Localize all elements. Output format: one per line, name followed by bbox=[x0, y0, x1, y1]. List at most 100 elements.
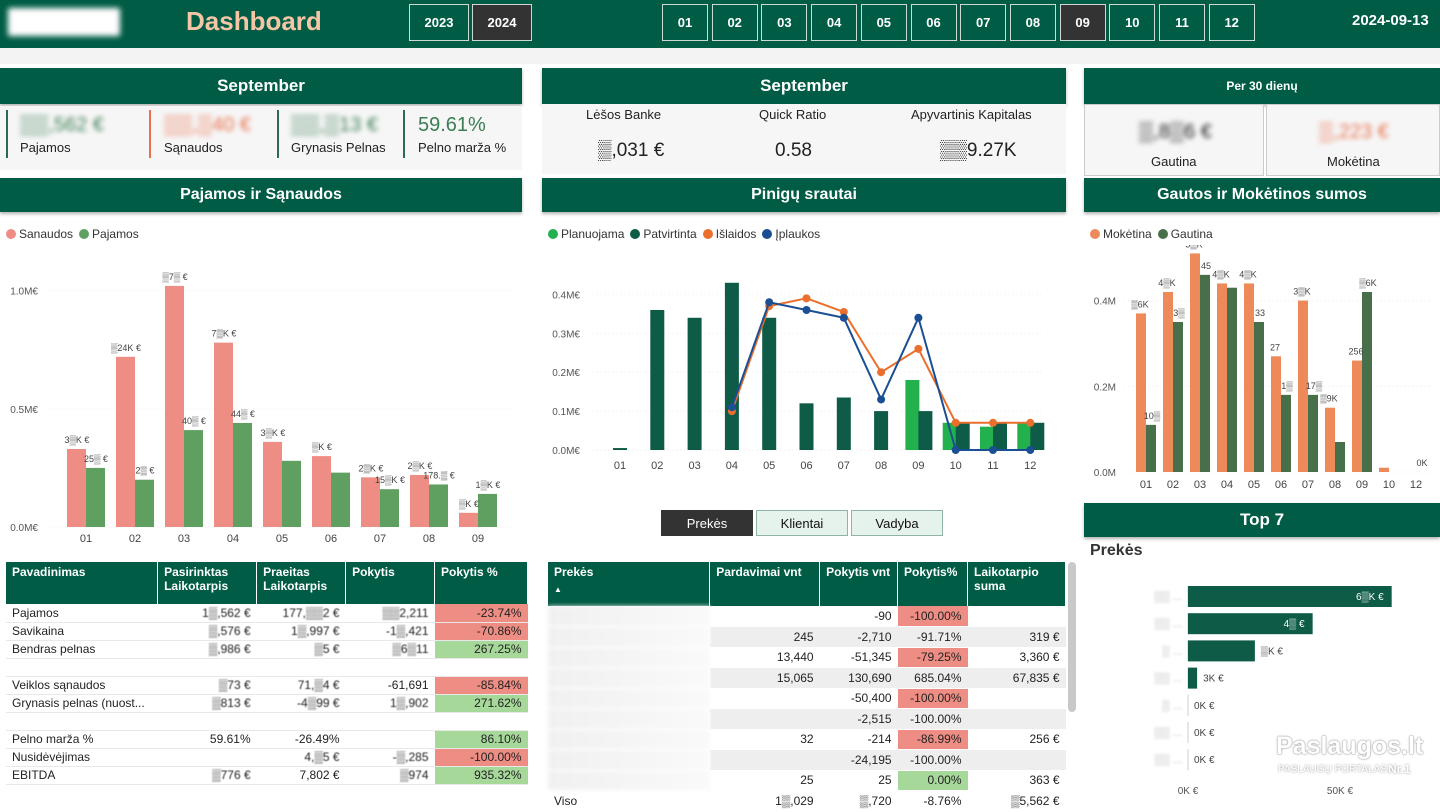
kpi-marza-label: Pelno marža % bbox=[418, 140, 507, 155]
table-total-row: Viso 1▒,029 ▒,720 -8.76% ▒5,562 € bbox=[548, 790, 1066, 812]
table-row[interactable]: 32 -214 -86.99% 256 € bbox=[548, 729, 1066, 750]
x-tick-label: 08 bbox=[1329, 479, 1341, 491]
table-cell: Savikaina bbox=[6, 622, 158, 641]
data-label: 256 bbox=[1348, 347, 1363, 357]
legend-dot-icon bbox=[6, 229, 16, 239]
x-tick-label: 04 bbox=[227, 533, 239, 545]
x-tick-label: 03 bbox=[688, 460, 700, 472]
bar-pajamos bbox=[478, 493, 497, 527]
column-header[interactable]: Prekės ▲ bbox=[548, 562, 711, 606]
table-cell: Bendras pelnas bbox=[6, 640, 158, 659]
point-iplaukos bbox=[914, 313, 923, 322]
bar-sanaudos bbox=[116, 356, 135, 527]
month-button-12[interactable]: 12 bbox=[1208, 4, 1255, 41]
table-scrollbar[interactable] bbox=[1068, 562, 1076, 712]
table-cell: -100.00% bbox=[434, 748, 528, 767]
column-header[interactable]: Pardavimai vnt bbox=[709, 562, 821, 606]
column-header[interactable]: Pasirinktas Laikotarpis bbox=[157, 562, 258, 604]
table-cell: -50,400 bbox=[819, 688, 898, 709]
bar-patvirtinta bbox=[687, 317, 702, 450]
data-label: 40▒ € bbox=[182, 416, 206, 427]
legend-item[interactable]: Mokėtina bbox=[1090, 227, 1152, 241]
legend-item[interactable]: Pajamos bbox=[79, 227, 139, 241]
bar-gautina bbox=[1173, 322, 1183, 472]
column-header[interactable]: Pokytis bbox=[345, 562, 435, 604]
bar-top7 bbox=[1188, 667, 1198, 689]
chart-pajamos-title: Pajamos ir Sąnaudos bbox=[0, 178, 522, 212]
column-header[interactable]: Pokytis% bbox=[897, 562, 969, 606]
month-button-08[interactable]: 08 bbox=[1009, 4, 1056, 41]
y-tick-label: 0.3M€ bbox=[552, 329, 580, 340]
top7-title: Top 7 bbox=[1084, 503, 1440, 537]
month-button-06[interactable]: 06 bbox=[910, 4, 957, 41]
month-button-11[interactable]: 11 bbox=[1159, 4, 1205, 41]
point-iplaukos bbox=[802, 306, 811, 314]
legend-item[interactable]: Įplaukos bbox=[762, 227, 820, 241]
legend-item[interactable]: Planuojama bbox=[548, 227, 624, 241]
year-button-2023[interactable]: 2023 bbox=[409, 4, 469, 41]
table-row[interactable]: -90 -100.00% bbox=[548, 606, 1066, 627]
table-cell: ▒73 € bbox=[157, 676, 257, 695]
table-row: Nusidėvėjimas 4,▒5 € -▒,285 -100.00% bbox=[6, 748, 528, 767]
panel2-title: September bbox=[542, 68, 1066, 104]
table-row[interactable]: -24,195 -100.00% bbox=[548, 749, 1066, 771]
bar-planuojama bbox=[905, 380, 920, 450]
legend-item[interactable]: Patvirtinta bbox=[630, 227, 697, 241]
y-tick-label: 0.5M€ bbox=[10, 405, 38, 416]
table-row: Grynasis pelnas (nuost... ▒813 € -4▒99 €1▒… bbox=[6, 694, 528, 713]
table-row[interactable]: -50,400 -100.00% bbox=[548, 688, 1066, 709]
bar-gautina bbox=[1200, 274, 1210, 472]
bar-pajamos bbox=[184, 430, 203, 527]
tab-prekės[interactable]: Prekės bbox=[661, 510, 753, 536]
month-button-07[interactable]: 07 bbox=[960, 4, 1007, 41]
y-tick-label: 0.1M€ bbox=[552, 407, 580, 418]
x-tick-label: 07 bbox=[1302, 479, 1314, 491]
kpi-gautina-value: ▒,8▒6 € bbox=[1139, 121, 1212, 143]
legend-item[interactable]: Sanaudos bbox=[6, 227, 73, 241]
table-cell: -2,515 bbox=[819, 708, 898, 730]
x-tick-label: 12 bbox=[1410, 479, 1422, 491]
column-header[interactable]: Praeitas Laikotarpis bbox=[256, 562, 347, 604]
column-header[interactable]: Pokytis % bbox=[434, 562, 528, 604]
point-iplaukos bbox=[951, 446, 960, 454]
watermark-num: Nr.1 bbox=[1388, 762, 1411, 776]
column-header[interactable]: Pavadinimas bbox=[6, 562, 159, 604]
legend-dot-icon bbox=[79, 229, 90, 239]
month-button-02[interactable]: 02 bbox=[711, 4, 758, 41]
legend-dot-icon bbox=[702, 229, 713, 239]
data-label: 2▒K € bbox=[359, 463, 384, 474]
month-button-05[interactable]: 05 bbox=[860, 4, 907, 41]
month-button-10[interactable]: 10 bbox=[1109, 4, 1156, 41]
column-header[interactable]: Pokytis vnt bbox=[819, 562, 899, 606]
legend-item[interactable]: Gautina bbox=[1157, 227, 1213, 241]
bar-pajamos bbox=[380, 489, 399, 527]
table-cell: ▒5 € bbox=[256, 640, 346, 659]
month-button-03[interactable]: 03 bbox=[761, 4, 808, 41]
chart-pinigu-srautai: 0.0M€ 0.1M€ 0.2M€ 0.3M€ 0.4M€ 01 02 03 04 05 06 07 0… bbox=[552, 282, 1045, 472]
line-islaidos bbox=[730, 297, 1031, 424]
bar-gautina bbox=[1308, 394, 1318, 472]
legend-item[interactable]: Išlaidos bbox=[702, 227, 756, 241]
sort-arrow-icon[interactable]: ▲ bbox=[554, 585, 562, 594]
bar-gautina bbox=[1362, 292, 1372, 472]
table-cell: 245 bbox=[709, 626, 820, 648]
month-button-01[interactable]: 01 bbox=[662, 4, 708, 41]
table-cell bbox=[157, 748, 257, 767]
table-row[interactable]: 245 -2,710 -91.71% 319 € bbox=[548, 626, 1066, 648]
table-cell bbox=[709, 606, 820, 627]
table-row[interactable]: 13,440 -51,345 -79.25% 3,360 € bbox=[548, 647, 1066, 668]
tab-vadyba[interactable]: Vadyba bbox=[851, 510, 943, 536]
column-header[interactable]: Laikotarpio suma bbox=[967, 562, 1066, 606]
tab-klientai[interactable]: Klientai bbox=[756, 510, 848, 536]
table-row[interactable]: 15,065 130,690 685.04% 67,835 € bbox=[548, 667, 1066, 689]
bar-patvirtinta bbox=[918, 411, 933, 450]
kpi-moketina-card: ▒,223 € Mokėtina bbox=[1266, 104, 1440, 176]
year-button-2024[interactable]: 2024 bbox=[472, 4, 532, 41]
data-label: 5▒K bbox=[1185, 245, 1202, 250]
month-button-09[interactable]: 09 bbox=[1059, 4, 1106, 41]
table-row[interactable]: 25 25 0.00% 363 € bbox=[548, 770, 1066, 791]
table-cell: 267.25% bbox=[434, 640, 528, 659]
table-row[interactable]: -2,515 -100.00% bbox=[548, 708, 1066, 730]
month-button-04[interactable]: 04 bbox=[811, 4, 858, 41]
bar-gautina bbox=[1335, 442, 1345, 472]
